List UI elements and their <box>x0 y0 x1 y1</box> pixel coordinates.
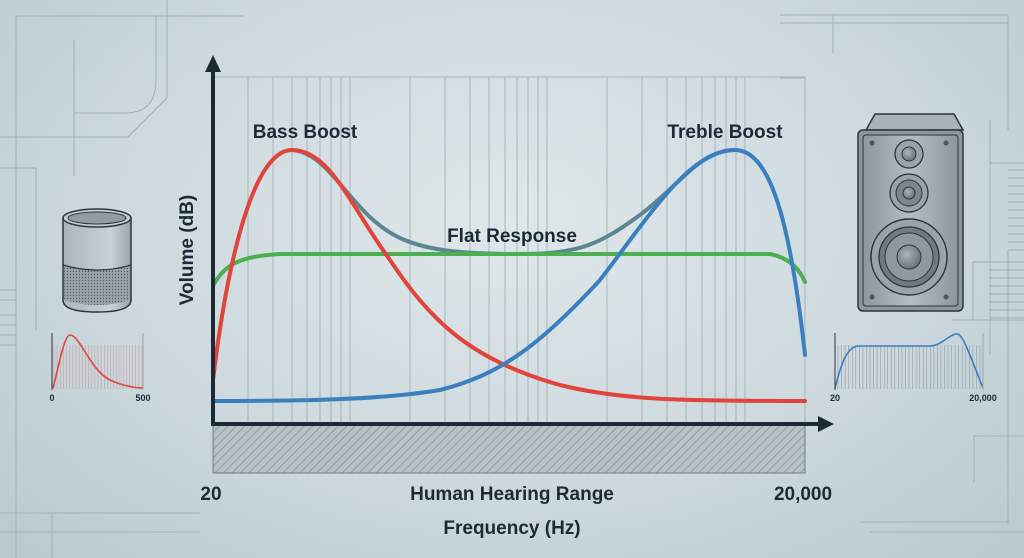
flat-response-label: Flat Response <box>447 226 577 247</box>
bass-boost-curve <box>211 147 807 403</box>
bass-mini-chart: 0 500 <box>49 333 151 403</box>
bass-mini-x-min: 0 <box>49 393 54 403</box>
hearing-range-label: Human Hearing Range <box>410 484 614 505</box>
chart-gridlines <box>213 76 806 424</box>
treble-boost-curve <box>211 147 807 403</box>
x-axis-label: Frequency (Hz) <box>443 518 580 539</box>
y-axis-label: Volume (dB) <box>177 195 198 305</box>
treble-mini-x-max: 20,000 <box>969 393 997 403</box>
response-curves <box>211 147 807 403</box>
bass-boost-label: Bass Boost <box>253 122 358 143</box>
chart-axes <box>205 55 834 432</box>
treble-mini-chart: 20 20,000 <box>830 333 997 403</box>
x-max-label: 20,000 <box>774 484 832 505</box>
treble-boost-label: Treble Boost <box>667 122 783 143</box>
hearing-range-band <box>212 424 806 474</box>
bass-mini-x-max: 500 <box>135 393 150 403</box>
smart-speaker-icon <box>62 208 132 313</box>
x-min-label: 20 <box>200 484 221 505</box>
flat-response-curve <box>211 252 807 288</box>
bookshelf-speaker-icon <box>857 113 965 312</box>
treble-mini-x-min: 20 <box>830 393 840 403</box>
